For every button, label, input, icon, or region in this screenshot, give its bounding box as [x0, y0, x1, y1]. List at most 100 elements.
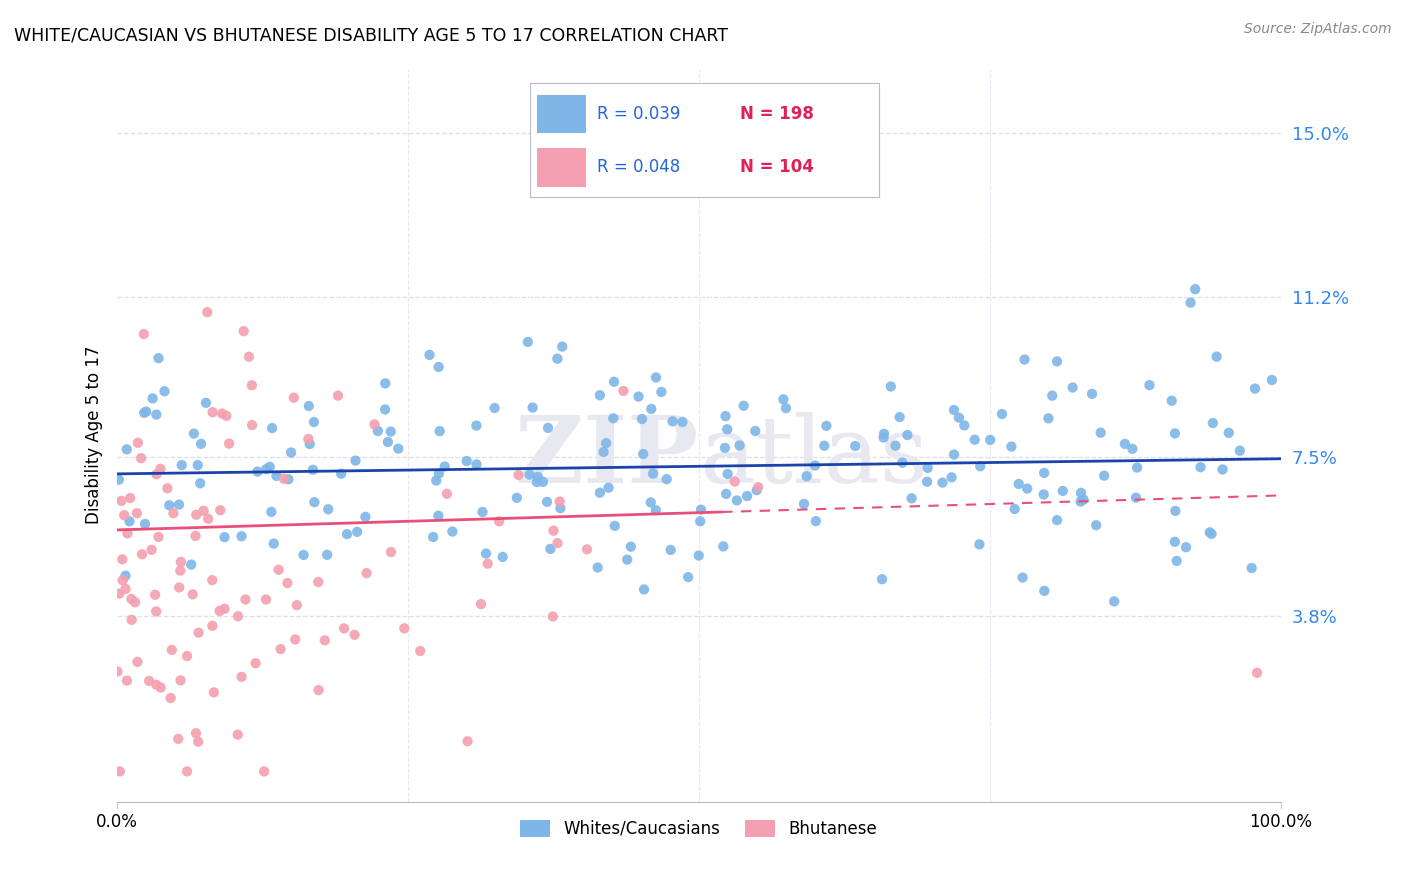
Point: [465, 418, 488, 433]
Point: [176, 649, 198, 664]
Point: [176, 764, 198, 779]
Point: [1125, 491, 1147, 505]
Point: [655, 472, 678, 486]
Point: [942, 403, 965, 417]
Point: [262, 421, 284, 435]
Point: [211, 407, 233, 421]
Point: [266, 468, 288, 483]
Point: [804, 458, 827, 473]
Point: [367, 424, 389, 438]
Point: [308, 683, 330, 698]
Point: [148, 530, 170, 544]
Point: [640, 401, 662, 416]
Point: [1046, 354, 1069, 368]
Point: [167, 581, 190, 595]
Point: [1092, 468, 1115, 483]
Point: [671, 415, 693, 429]
Point: [589, 485, 612, 500]
Point: [298, 399, 321, 413]
Point: [1102, 594, 1125, 608]
Point: [141, 542, 163, 557]
Point: [1189, 460, 1212, 475]
Text: WHITE/CAUCASIAN VS BHUTANESE DISABILITY AGE 5 TO 17 CORRELATION CHART: WHITE/CAUCASIAN VS BHUTANESE DISABILITY …: [14, 27, 728, 45]
Point: [190, 437, 212, 451]
Point: [134, 516, 156, 531]
Point: [627, 390, 650, 404]
Point: [160, 643, 183, 657]
Point: [896, 428, 918, 442]
Point: [433, 459, 456, 474]
Point: [870, 572, 893, 586]
Point: [297, 432, 319, 446]
Point: [953, 418, 976, 433]
Point: [744, 424, 766, 438]
Point: [232, 324, 254, 338]
Point: [620, 540, 643, 554]
Point: [716, 422, 738, 436]
Point: [246, 465, 269, 479]
Point: [1198, 525, 1220, 540]
Point: [548, 494, 571, 508]
Point: [138, 673, 160, 688]
Point: [543, 524, 565, 538]
Point: [477, 557, 499, 571]
Point: [470, 597, 492, 611]
Point: [145, 604, 167, 618]
Point: [519, 467, 541, 482]
Point: [508, 467, 530, 482]
Point: [208, 604, 231, 618]
Point: [815, 418, 838, 433]
Point: [900, 491, 922, 506]
Point: [917, 461, 939, 475]
Point: [235, 592, 257, 607]
Point: [592, 445, 614, 459]
Point: [240, 378, 263, 392]
Point: [131, 547, 153, 561]
Point: [427, 508, 450, 523]
Point: [193, 504, 215, 518]
Point: [186, 508, 208, 522]
Point: [201, 573, 224, 587]
Point: [298, 437, 321, 451]
Point: [979, 433, 1001, 447]
Point: [541, 609, 564, 624]
Point: [813, 439, 835, 453]
Point: [108, 473, 131, 487]
Point: [941, 470, 963, 484]
Point: [644, 503, 666, 517]
Point: [586, 560, 609, 574]
Point: [441, 524, 464, 539]
Point: [108, 586, 131, 600]
Point: [114, 582, 136, 596]
Point: [873, 426, 896, 441]
Point: [121, 613, 143, 627]
Point: [645, 370, 668, 384]
Point: [733, 399, 755, 413]
Point: [187, 735, 209, 749]
Point: [1014, 352, 1036, 367]
Point: [595, 436, 617, 450]
Point: [183, 426, 205, 441]
Point: [546, 351, 568, 366]
Point: [492, 549, 515, 564]
Point: [156, 481, 179, 495]
Point: [380, 425, 402, 439]
Point: [772, 392, 794, 407]
Point: [1164, 426, 1187, 441]
Point: [226, 728, 249, 742]
Point: [884, 439, 907, 453]
Y-axis label: Disability Age 5 to 17: Disability Age 5 to 17: [86, 346, 103, 524]
Point: [1114, 437, 1136, 451]
Point: [326, 389, 349, 403]
Point: [195, 305, 218, 319]
Point: [1218, 425, 1240, 440]
Point: [661, 414, 683, 428]
Point: [129, 451, 152, 466]
Point: [602, 411, 624, 425]
Point: [292, 548, 315, 562]
Point: [1070, 486, 1092, 500]
Point: [314, 633, 336, 648]
Point: [1008, 477, 1031, 491]
Point: [427, 467, 450, 481]
Point: [167, 498, 190, 512]
